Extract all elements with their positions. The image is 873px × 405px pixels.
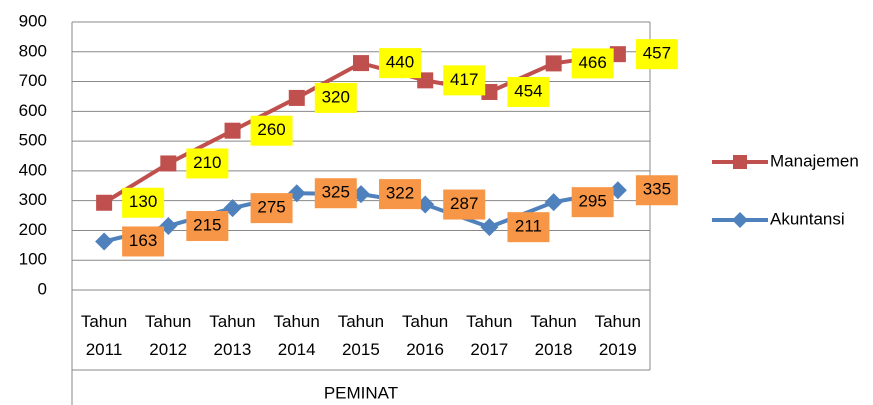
data-label: 320	[322, 87, 350, 106]
data-label: 417	[450, 70, 478, 89]
data-label-box	[635, 175, 678, 206]
y-tick-label: 700	[19, 71, 47, 90]
marker	[353, 55, 369, 72]
data-label: 210	[193, 153, 221, 172]
data-label: 211	[515, 217, 542, 236]
x-tick-label: Tahun 2015	[337, 312, 385, 359]
marker	[417, 72, 434, 89]
marker	[160, 155, 177, 172]
data-label: 275	[257, 198, 285, 217]
data-label-box	[314, 82, 357, 113]
data-label: 260	[257, 120, 285, 139]
y-tick-label: 400	[19, 160, 47, 179]
marker	[95, 232, 114, 251]
data-label: 325	[322, 183, 350, 202]
series-line	[103, 52, 619, 205]
data-label-box	[443, 65, 486, 96]
data-label: 440	[386, 53, 414, 72]
data-label: 466	[578, 53, 606, 72]
y-tick-label: 600	[19, 101, 47, 120]
x-tick-label: Tahun 2012	[145, 312, 192, 359]
legend-label: Manajemen	[770, 151, 859, 170]
data-label-box	[635, 39, 678, 70]
data-label-box	[186, 210, 229, 241]
y-tick-label: 500	[19, 131, 47, 150]
data-label: 130	[129, 192, 157, 211]
marker	[481, 83, 498, 100]
data-label-box	[571, 187, 614, 218]
data-label: 287	[450, 194, 478, 213]
data-label-box	[250, 115, 293, 146]
data-label-box	[379, 179, 421, 210]
marker	[224, 122, 241, 139]
marker	[544, 193, 563, 212]
x-tick-label: Tahun 2016	[401, 312, 449, 359]
data-label-box	[571, 48, 614, 79]
marker	[545, 55, 562, 72]
legend-marker	[732, 212, 748, 228]
y-tick-label: 300	[19, 190, 47, 209]
data-label: 335	[643, 180, 671, 199]
data-label-box	[443, 189, 486, 220]
marker	[96, 194, 113, 211]
data-label-box	[314, 178, 357, 209]
data-label-box	[507, 212, 550, 243]
data-label: 322	[386, 184, 414, 203]
x-tick-label: Tahun 2019	[594, 312, 641, 359]
y-tick-label: 900	[19, 11, 47, 30]
marker	[288, 89, 305, 106]
data-label-box	[122, 226, 165, 257]
data-label-box	[186, 148, 229, 179]
marker	[609, 46, 626, 63]
x-axis-title: PEMINAT	[324, 383, 398, 402]
data-label-box	[122, 187, 165, 218]
data-label: 457	[643, 44, 671, 63]
data-label: 163	[129, 231, 157, 250]
data-label: 295	[578, 192, 606, 211]
y-tick-label: 200	[19, 220, 47, 239]
x-tick-label: Tahun 2013	[209, 312, 256, 359]
data-label: 215	[193, 215, 221, 234]
marker	[480, 218, 499, 237]
data-label-box	[379, 48, 421, 79]
data-label-box	[250, 193, 293, 224]
legend-label: Akuntansi	[770, 209, 845, 228]
y-tick-label: 0	[38, 279, 47, 298]
data-label: 454	[514, 81, 542, 100]
legend-marker	[733, 155, 747, 169]
x-tick-label: Tahun 2014	[273, 312, 320, 359]
data-label-box	[507, 76, 550, 107]
x-tick-label: Tahun 2011	[80, 312, 128, 359]
x-tick-label: Tahun 2018	[530, 312, 577, 359]
y-tick-label: 100	[19, 250, 47, 269]
y-tick-label: 800	[19, 41, 47, 60]
x-tick-label: Tahun 2017	[466, 312, 513, 359]
